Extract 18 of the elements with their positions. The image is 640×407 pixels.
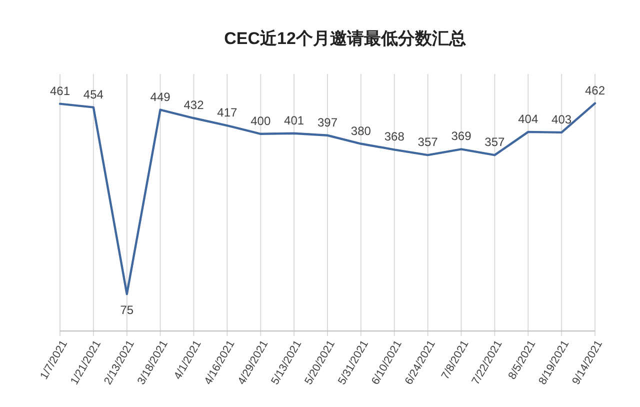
data-label: 400 [250,114,271,128]
data-label: 368 [384,130,405,144]
data-label: 417 [217,106,238,120]
data-label: 357 [484,135,506,150]
data-label: 401 [284,113,304,128]
data-label: 462 [584,83,606,98]
data-label: 449 [150,90,171,104]
data-label: 454 [83,87,104,102]
data-label: 397 [317,115,338,130]
data-label: 404 [518,112,538,126]
data-label: 369 [451,129,472,144]
chart-title: CEC近12个月邀请最低分数汇总 [224,29,466,48]
data-label: 461 [50,84,70,98]
data-label: 432 [184,98,204,112]
data-label: 357 [418,135,438,150]
data-label: 403 [552,112,572,126]
data-label: 380 [350,124,372,138]
data-label: 75 [120,303,134,318]
